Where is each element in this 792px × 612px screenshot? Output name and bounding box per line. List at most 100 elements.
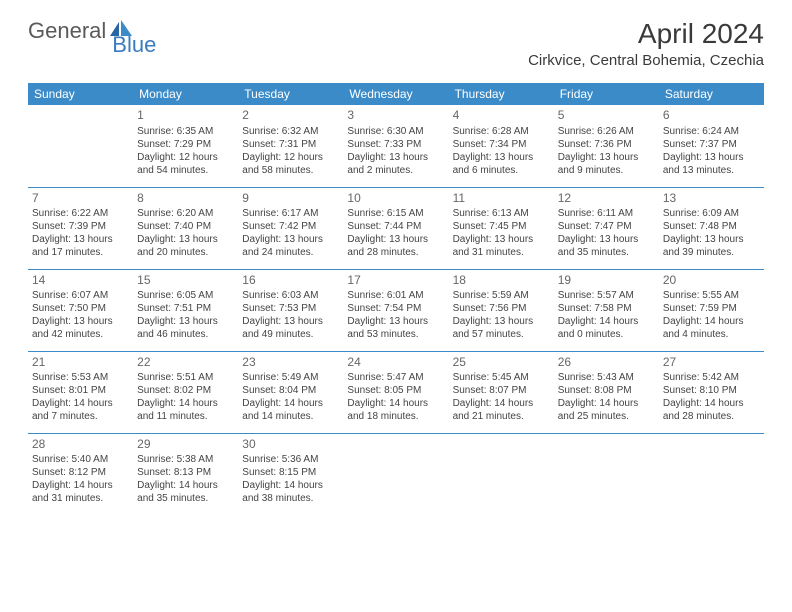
- daylight-text: and 38 minutes.: [242, 492, 339, 505]
- sunset-text: Sunset: 8:07 PM: [453, 384, 550, 397]
- day-number: 6: [663, 108, 760, 124]
- daylight-text: Daylight: 13 hours: [558, 151, 655, 164]
- daylight-text: and 4 minutes.: [663, 328, 760, 341]
- calendar-day-cell: 19Sunrise: 5:57 AMSunset: 7:58 PMDayligh…: [554, 269, 659, 351]
- sunrise-text: Sunrise: 5:53 AM: [32, 371, 129, 384]
- sunrise-text: Sunrise: 6:13 AM: [453, 207, 550, 220]
- sunset-text: Sunset: 8:08 PM: [558, 384, 655, 397]
- calendar-day-cell: 11Sunrise: 6:13 AMSunset: 7:45 PMDayligh…: [449, 187, 554, 269]
- calendar-day-cell: [659, 433, 764, 515]
- header: General Blue April 2024 Cirkvice, Centra…: [0, 0, 792, 77]
- sunrise-text: Sunrise: 6:26 AM: [558, 125, 655, 138]
- sunrise-text: Sunrise: 6:24 AM: [663, 125, 760, 138]
- sunrise-text: Sunrise: 5:57 AM: [558, 289, 655, 302]
- daylight-text: and 14 minutes.: [242, 410, 339, 423]
- sunrise-text: Sunrise: 5:45 AM: [453, 371, 550, 384]
- sunrise-text: Sunrise: 5:38 AM: [137, 453, 234, 466]
- sunrise-text: Sunrise: 6:11 AM: [558, 207, 655, 220]
- weekday-header: Wednesday: [343, 83, 448, 105]
- sunrise-text: Sunrise: 6:07 AM: [32, 289, 129, 302]
- sunset-text: Sunset: 7:37 PM: [663, 138, 760, 151]
- daylight-text: and 46 minutes.: [137, 328, 234, 341]
- calendar-day-cell: 7Sunrise: 6:22 AMSunset: 7:39 PMDaylight…: [28, 187, 133, 269]
- sunrise-text: Sunrise: 6:32 AM: [242, 125, 339, 138]
- calendar-day-cell: 5Sunrise: 6:26 AMSunset: 7:36 PMDaylight…: [554, 105, 659, 187]
- day-number: 27: [663, 355, 760, 371]
- daylight-text: Daylight: 13 hours: [32, 233, 129, 246]
- weekday-header: Saturday: [659, 83, 764, 105]
- daylight-text: and 13 minutes.: [663, 164, 760, 177]
- daylight-text: Daylight: 13 hours: [453, 315, 550, 328]
- calendar-day-cell: 3Sunrise: 6:30 AMSunset: 7:33 PMDaylight…: [343, 105, 448, 187]
- logo-text-blue: Blue: [112, 32, 156, 58]
- sunset-text: Sunset: 7:39 PM: [32, 220, 129, 233]
- calendar-day-cell: [449, 433, 554, 515]
- daylight-text: Daylight: 12 hours: [137, 151, 234, 164]
- daylight-text: and 35 minutes.: [558, 246, 655, 259]
- daylight-text: and 58 minutes.: [242, 164, 339, 177]
- title-block: April 2024 Cirkvice, Central Bohemia, Cz…: [528, 18, 764, 69]
- daylight-text: Daylight: 14 hours: [32, 479, 129, 492]
- calendar-day-cell: 22Sunrise: 5:51 AMSunset: 8:02 PMDayligh…: [133, 351, 238, 433]
- day-number: 10: [347, 191, 444, 207]
- daylight-text: Daylight: 13 hours: [663, 233, 760, 246]
- calendar-day-cell: 15Sunrise: 6:05 AMSunset: 7:51 PMDayligh…: [133, 269, 238, 351]
- day-number: 29: [137, 437, 234, 453]
- daylight-text: Daylight: 14 hours: [663, 315, 760, 328]
- calendar-day-cell: 14Sunrise: 6:07 AMSunset: 7:50 PMDayligh…: [28, 269, 133, 351]
- weekday-header: Thursday: [449, 83, 554, 105]
- calendar-day-cell: 16Sunrise: 6:03 AMSunset: 7:53 PMDayligh…: [238, 269, 343, 351]
- sunset-text: Sunset: 8:13 PM: [137, 466, 234, 479]
- calendar-day-cell: 23Sunrise: 5:49 AMSunset: 8:04 PMDayligh…: [238, 351, 343, 433]
- sunset-text: Sunset: 7:29 PM: [137, 138, 234, 151]
- sunset-text: Sunset: 7:33 PM: [347, 138, 444, 151]
- calendar-week-row: 14Sunrise: 6:07 AMSunset: 7:50 PMDayligh…: [28, 269, 764, 351]
- daylight-text: Daylight: 14 hours: [558, 315, 655, 328]
- calendar-week-row: 7Sunrise: 6:22 AMSunset: 7:39 PMDaylight…: [28, 187, 764, 269]
- sunset-text: Sunset: 7:42 PM: [242, 220, 339, 233]
- daylight-text: and 21 minutes.: [453, 410, 550, 423]
- daylight-text: Daylight: 13 hours: [453, 151, 550, 164]
- sunset-text: Sunset: 7:40 PM: [137, 220, 234, 233]
- calendar-day-cell: 17Sunrise: 6:01 AMSunset: 7:54 PMDayligh…: [343, 269, 448, 351]
- daylight-text: and 20 minutes.: [137, 246, 234, 259]
- day-number: 30: [242, 437, 339, 453]
- calendar-day-cell: 9Sunrise: 6:17 AMSunset: 7:42 PMDaylight…: [238, 187, 343, 269]
- day-number: 12: [558, 191, 655, 207]
- daylight-text: and 31 minutes.: [453, 246, 550, 259]
- daylight-text: and 6 minutes.: [453, 164, 550, 177]
- calendar-day-cell: 29Sunrise: 5:38 AMSunset: 8:13 PMDayligh…: [133, 433, 238, 515]
- sunrise-text: Sunrise: 6:01 AM: [347, 289, 444, 302]
- calendar-day-cell: [554, 433, 659, 515]
- daylight-text: and 53 minutes.: [347, 328, 444, 341]
- daylight-text: Daylight: 14 hours: [453, 397, 550, 410]
- weekday-header: Tuesday: [238, 83, 343, 105]
- calendar-day-cell: 28Sunrise: 5:40 AMSunset: 8:12 PMDayligh…: [28, 433, 133, 515]
- day-number: 8: [137, 191, 234, 207]
- weekday-header: Monday: [133, 83, 238, 105]
- calendar-week-row: 28Sunrise: 5:40 AMSunset: 8:12 PMDayligh…: [28, 433, 764, 515]
- calendar-day-cell: 10Sunrise: 6:15 AMSunset: 7:44 PMDayligh…: [343, 187, 448, 269]
- daylight-text: Daylight: 14 hours: [137, 397, 234, 410]
- sunrise-text: Sunrise: 6:22 AM: [32, 207, 129, 220]
- day-number: 7: [32, 191, 129, 207]
- calendar-day-cell: 12Sunrise: 6:11 AMSunset: 7:47 PMDayligh…: [554, 187, 659, 269]
- sunset-text: Sunset: 7:44 PM: [347, 220, 444, 233]
- calendar-body: 1Sunrise: 6:35 AMSunset: 7:29 PMDaylight…: [28, 105, 764, 515]
- calendar-day-cell: 30Sunrise: 5:36 AMSunset: 8:15 PMDayligh…: [238, 433, 343, 515]
- daylight-text: and 9 minutes.: [558, 164, 655, 177]
- sunset-text: Sunset: 7:56 PM: [453, 302, 550, 315]
- daylight-text: and 28 minutes.: [663, 410, 760, 423]
- sunset-text: Sunset: 7:47 PM: [558, 220, 655, 233]
- sunrise-text: Sunrise: 5:49 AM: [242, 371, 339, 384]
- location-text: Cirkvice, Central Bohemia, Czechia: [528, 52, 764, 69]
- sunrise-text: Sunrise: 6:17 AM: [242, 207, 339, 220]
- daylight-text: Daylight: 13 hours: [347, 151, 444, 164]
- sunset-text: Sunset: 7:31 PM: [242, 138, 339, 151]
- sunset-text: Sunset: 7:51 PM: [137, 302, 234, 315]
- daylight-text: Daylight: 13 hours: [242, 315, 339, 328]
- month-title: April 2024: [528, 18, 764, 50]
- weekday-header: Sunday: [28, 83, 133, 105]
- day-number: 3: [347, 108, 444, 124]
- daylight-text: and 17 minutes.: [32, 246, 129, 259]
